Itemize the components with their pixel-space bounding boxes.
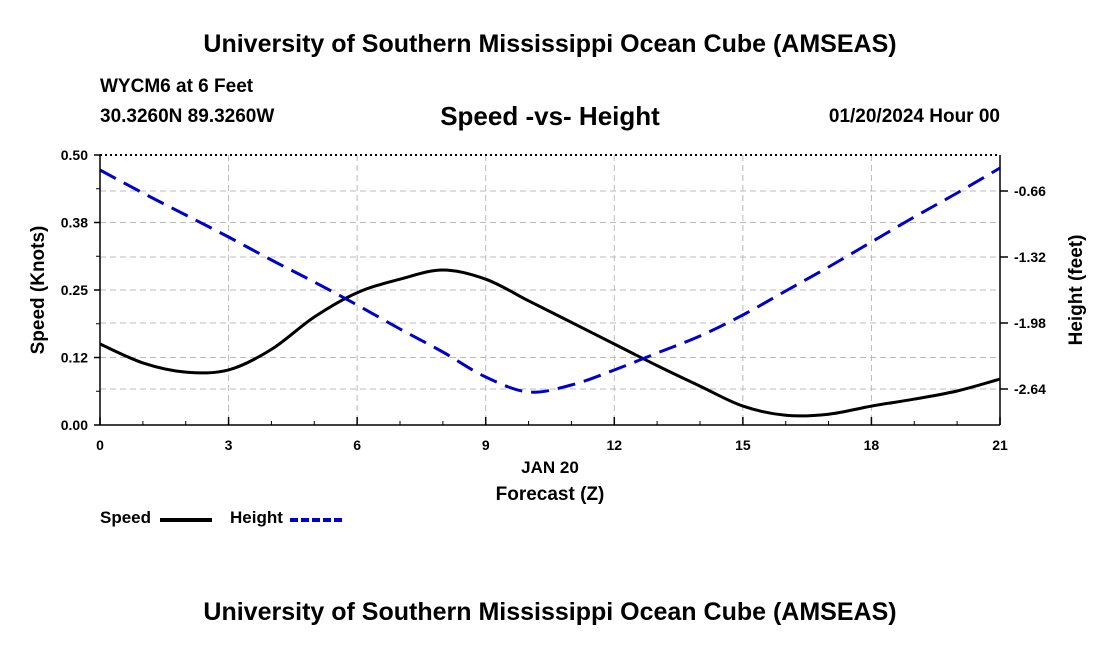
x-tick-label-0: 0 xyxy=(96,437,104,453)
series-line-height xyxy=(99,166,1001,394)
y-axis-label: Speed (Knots) xyxy=(28,226,49,355)
y2-tick-label-1: -1.32 xyxy=(1014,249,1046,265)
legend-swatch-speed xyxy=(160,518,212,522)
x-tick-label-6: 6 xyxy=(353,437,361,453)
axis-ticks: 0 3 6 9 12 15 18 21 0.00 0.12 0.25 0.38 0.50 -0.66 -1.… xyxy=(61,147,1046,453)
footer-title: University of Southern Mississippi Ocean… xyxy=(203,598,897,626)
x-tick-label-15: 15 xyxy=(735,437,751,453)
legend-swatch-height xyxy=(290,518,342,522)
series-line-speed xyxy=(99,268,1001,418)
y2-tick-label-2: -1.98 xyxy=(1014,315,1046,331)
x-axis-date-label: JAN 20 xyxy=(521,458,579,477)
coordinates-label: 30.3260N 89.3260W xyxy=(100,106,275,127)
series-lines xyxy=(99,166,1001,418)
forecast-datetime: 01/20/2024 Hour 00 xyxy=(828,106,1000,127)
x-tick-label-18: 18 xyxy=(864,437,880,453)
x-tick-label-12: 12 xyxy=(606,437,622,453)
y-tick-label-3: 0.38 xyxy=(61,215,88,231)
y2-axis-label: Height (feet) xyxy=(1066,235,1087,346)
y-tick-label-1: 0.12 xyxy=(61,350,88,366)
legend-label-height: Height xyxy=(230,508,283,527)
page-title: University of Southern Mississippi Ocean… xyxy=(203,30,897,58)
x-tick-label-3: 3 xyxy=(225,437,233,453)
x-tick-label-9: 9 xyxy=(482,437,490,453)
x-tick-label-21: 21 xyxy=(992,437,1008,453)
station-label: WYCM6 at 6 Feet xyxy=(100,76,254,97)
y2-tick-label-0: -0.66 xyxy=(1014,183,1046,199)
y-tick-label-0: 0.00 xyxy=(61,417,88,433)
grid-lines xyxy=(100,155,1000,425)
x-axis-label: Forecast (Z) xyxy=(496,484,605,505)
chart-title: Speed -vs- Height xyxy=(440,101,660,131)
legend-label-speed: Speed xyxy=(100,508,152,527)
y2-tick-label-3: -2.64 xyxy=(1014,381,1046,397)
y-tick-label-2: 0.25 xyxy=(61,282,88,298)
y-tick-label-4: 0.50 xyxy=(61,147,88,163)
